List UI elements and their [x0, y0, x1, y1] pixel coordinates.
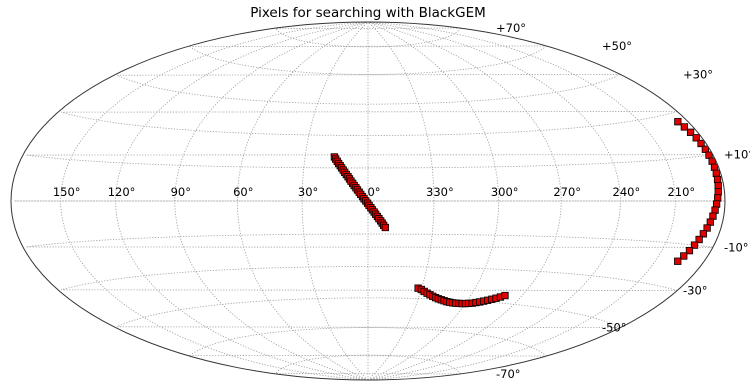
- pixel-marker: [714, 188, 722, 196]
- pixel-marker: [712, 200, 721, 208]
- parallel-line: [61, 111, 678, 136]
- meridian-line: [60, 22, 369, 380]
- lat-tick-label: -70°: [496, 367, 521, 381]
- pixel-markers: [330, 118, 722, 308]
- sky-boundary: [10, 21, 726, 381]
- meridian-line: [367, 22, 500, 380]
- meridian-line: [115, 22, 369, 380]
- tick-labels: 150° 120° 90° 60° 30° 0° 330° 300° 270° 240° 210° +…: [53, 21, 750, 381]
- pixel-marker: [501, 291, 509, 300]
- lon-tick-label: 0°: [367, 185, 380, 199]
- parallel-line: [26, 154, 713, 169]
- pixel-marker: [714, 181, 722, 190]
- parallel-line: [116, 74, 621, 105]
- lon-tick-label: 120°: [108, 185, 136, 199]
- parallel-line: [275, 354, 461, 375]
- chart-title: Pixels for searching with BlackGEM: [250, 5, 486, 21]
- lon-tick-label: 30°: [298, 185, 318, 199]
- pixel-marker: [674, 118, 682, 126]
- pixel-marker: [703, 224, 711, 232]
- parallel-line: [116, 297, 621, 328]
- lon-tick-label: 330°: [426, 185, 454, 199]
- pixel-marker: [713, 175, 722, 184]
- parallel-line: [189, 45, 547, 75]
- pixel-marker: [699, 230, 708, 238]
- parallel-line: [26, 233, 713, 248]
- lat-tick-label: +70°: [496, 21, 526, 35]
- pixel-marker: [692, 134, 700, 142]
- pixel-marker: [709, 212, 717, 220]
- pixel-marker: [711, 206, 719, 214]
- lat-tick-label: +30°: [683, 67, 713, 81]
- lon-tick-label: 210°: [667, 185, 695, 199]
- pixel-marker: [697, 139, 705, 148]
- pixel-marker: [708, 157, 716, 165]
- pixel-marker: [685, 246, 694, 255]
- parallel-line: [61, 266, 678, 291]
- pixel-marker: [695, 235, 703, 244]
- meridian-line: [367, 22, 435, 380]
- lat-tick-label: +10°: [724, 148, 750, 162]
- lon-tick-label: 300°: [491, 185, 519, 199]
- meridian-line: [367, 22, 676, 380]
- meridian-line: [301, 22, 369, 380]
- pixel-marker: [701, 145, 710, 153]
- pixel-marker: [712, 169, 720, 177]
- pixel-marker: [674, 257, 682, 265]
- pixel-marker: [686, 128, 695, 136]
- meridian-line: [174, 22, 369, 380]
- pixel-marker: [714, 194, 722, 202]
- pixel-marker: [381, 223, 389, 232]
- parallel-line: [275, 27, 461, 48]
- pixel-marker: [690, 241, 699, 249]
- pixel-marker: [705, 151, 713, 159]
- lon-tick-label: 90°: [171, 185, 191, 199]
- lon-tick-label: 60°: [233, 185, 253, 199]
- meridian-line: [236, 22, 369, 380]
- parallel-line: [189, 327, 547, 357]
- graticule: [14, 22, 725, 380]
- lat-tick-label: +50°: [602, 39, 632, 53]
- lat-tick-label: -30°: [683, 284, 708, 298]
- pixel-marker: [680, 123, 689, 131]
- lat-tick-label: -50°: [602, 321, 627, 335]
- pixel-marker: [680, 252, 688, 260]
- pixel-marker: [710, 163, 719, 171]
- lon-tick-label: 240°: [613, 185, 641, 199]
- lon-tick-label: 150°: [53, 185, 81, 199]
- lat-tick-label: -10°: [724, 240, 749, 254]
- meridian-line: [367, 22, 562, 380]
- meridian-line: [367, 22, 621, 380]
- lon-tick-label: 270°: [553, 185, 581, 199]
